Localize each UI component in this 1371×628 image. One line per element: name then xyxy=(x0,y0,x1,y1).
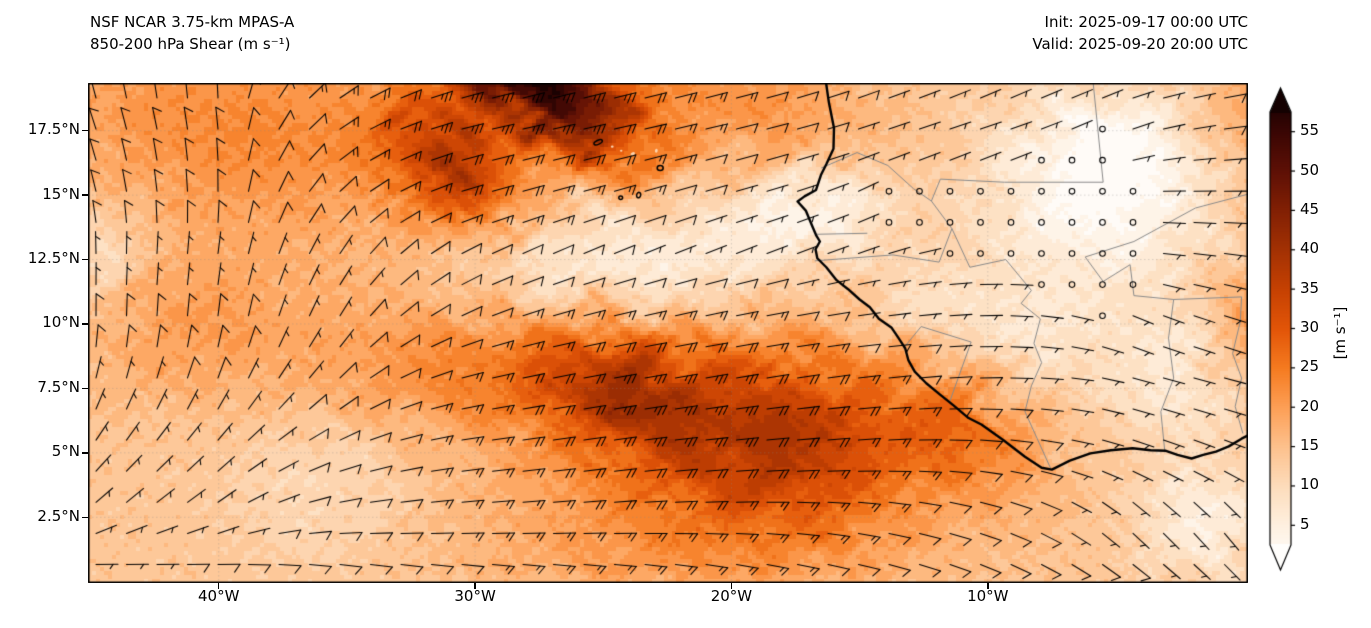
lat-tick-label: 5°N xyxy=(51,442,80,461)
colorbar-tick-label: 25 xyxy=(1300,357,1320,376)
valid-time: Valid: 2025-09-20 20:00 UTC xyxy=(1032,35,1248,53)
lon-tick-label: 10°W xyxy=(967,587,1009,605)
plot-title: NSF NCAR 3.75-km MPAS-A 850-200 hPa Shea… xyxy=(90,11,294,55)
plot-title-line2: 850-200 hPa Shear (m s⁻¹) xyxy=(90,35,291,53)
colorbar-tick-label: 20 xyxy=(1300,396,1320,415)
lat-tick-label: 15°N xyxy=(42,184,80,203)
init-time: Init: 2025-09-17 00:00 UTC xyxy=(1044,13,1248,31)
lon-axis-tick xyxy=(217,583,220,589)
lat-axis-tick xyxy=(82,516,88,519)
lat-axis-tick xyxy=(82,258,88,261)
colorbar-tick-label: 55 xyxy=(1300,121,1320,140)
colorbar-tick-label: 15 xyxy=(1300,436,1320,455)
lon-tick-label: 20°W xyxy=(710,587,753,605)
timestamps: Init: 2025-09-17 00:00 UTC Valid: 2025-0… xyxy=(1032,11,1248,55)
lat-axis-tick xyxy=(82,194,88,196)
lat-axis-tick xyxy=(82,129,88,132)
lon-tick-label: 40°W xyxy=(198,587,240,605)
map-plot xyxy=(88,83,1248,583)
lon-axis-tick xyxy=(987,583,989,589)
lat-tick-label: 7.5°N xyxy=(37,377,80,396)
lon-tick-label: 30°W xyxy=(454,587,496,605)
lat-tick-label: 2.5°N xyxy=(37,506,80,525)
lat-tick-label: 17.5°N xyxy=(27,120,80,139)
lon-axis-tick xyxy=(474,583,476,589)
colorbar-tick-label: 5 xyxy=(1300,514,1310,533)
colorbar-tick-label: 40 xyxy=(1300,239,1320,258)
colorbar-tick-label: 30 xyxy=(1300,318,1320,336)
shear-map-canvas xyxy=(88,83,1248,583)
colorbar-tick-label: 45 xyxy=(1300,199,1320,218)
lat-tick-label: 12.5°N xyxy=(27,249,80,268)
colorbar-tick-label: 10 xyxy=(1300,475,1320,494)
lat-axis-tick xyxy=(82,452,88,454)
lat-axis-tick xyxy=(82,387,88,390)
plot-title-line1: NSF NCAR 3.75-km MPAS-A xyxy=(90,13,295,31)
colorbar-unit-label: [m s⁻¹] xyxy=(1331,306,1349,360)
lon-axis-tick xyxy=(730,583,733,589)
lat-tick-label: 10°N xyxy=(42,313,80,332)
lat-axis-tick xyxy=(82,323,88,325)
colorbar-tick-label: 50 xyxy=(1300,160,1320,179)
colorbar-tick-label: 35 xyxy=(1300,278,1320,297)
colorbar xyxy=(1264,84,1298,578)
